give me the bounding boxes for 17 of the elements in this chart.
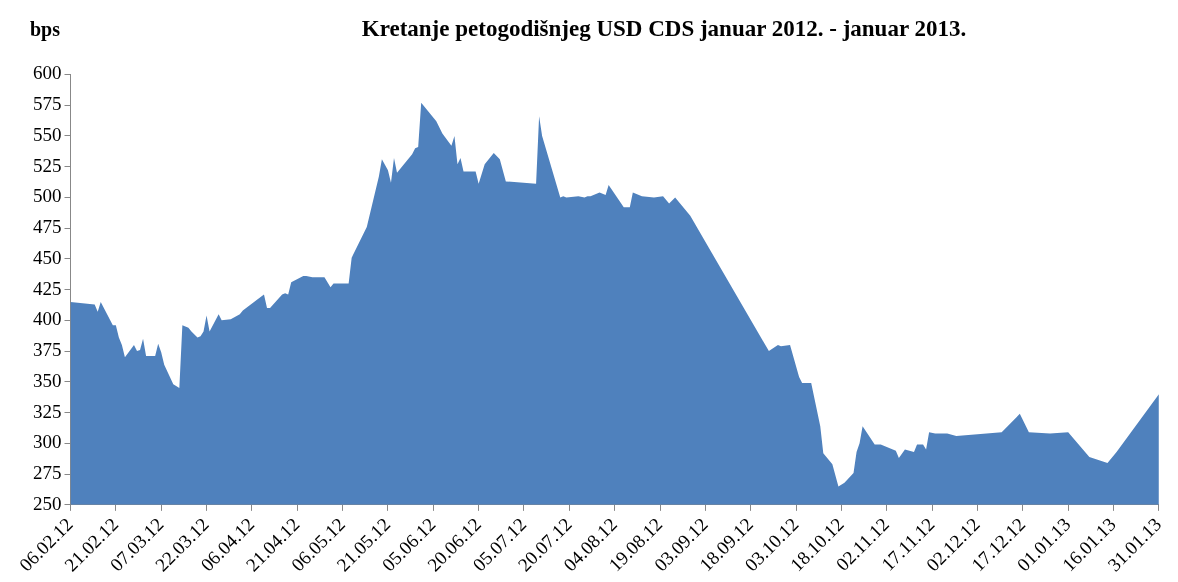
y-tick-label: 275 xyxy=(33,462,62,484)
chart-title: Kretanje petogodišnjeg USD CDS januar 2012. - januar 2013. xyxy=(361,16,967,41)
y-tick-label: 600 xyxy=(33,62,62,84)
y-tick-label: 350 xyxy=(33,369,62,391)
y-tick-label: 325 xyxy=(33,400,62,422)
y-tick-label: 575 xyxy=(33,93,62,115)
y-tick-label: 300 xyxy=(33,431,62,453)
y-tick-label: 425 xyxy=(33,277,62,299)
y-tick-label: 250 xyxy=(33,492,62,514)
y-tick-label: 500 xyxy=(33,185,62,207)
y-tick-label: 375 xyxy=(33,339,62,361)
y-tick-label: 400 xyxy=(33,308,62,330)
y-tick-label: 450 xyxy=(33,246,62,268)
y-tick-label: 550 xyxy=(33,123,62,145)
y-axis-title: bps xyxy=(30,18,61,41)
y-tick-label: 475 xyxy=(33,216,62,238)
y-tick-label: 525 xyxy=(33,154,62,176)
